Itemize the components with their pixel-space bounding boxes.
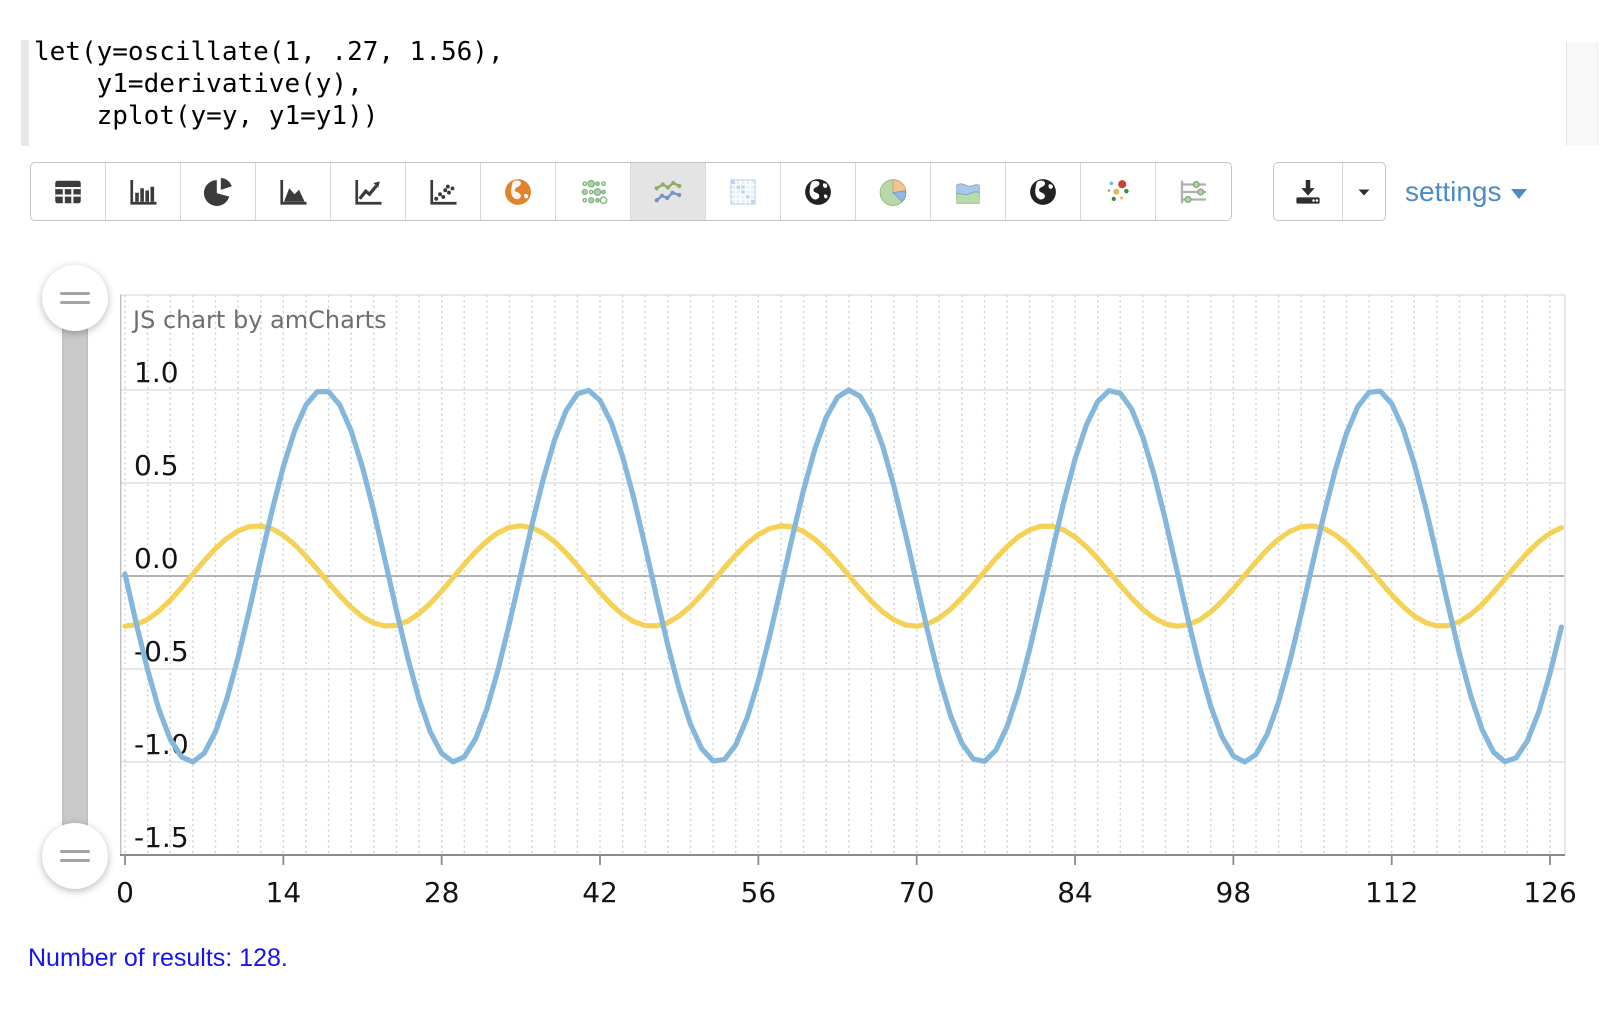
results-count: Number of results: 128.	[28, 944, 288, 972]
line-chart-icon	[355, 179, 382, 205]
chart-type-toolbar	[30, 162, 1232, 221]
stacked-area-chart-icon	[956, 182, 980, 204]
toolbar-button-line-chart[interactable]	[331, 163, 406, 220]
toolbar-button-heatmap[interactable]	[706, 163, 781, 220]
caret-down-icon	[1358, 189, 1370, 195]
toolbar-button-map[interactable]	[481, 163, 556, 220]
y-tick-label: -1.5	[134, 821, 189, 854]
globe-alt-icon	[1030, 178, 1056, 205]
map-globe-orange-icon	[505, 178, 531, 205]
x-tick-label: 70	[899, 876, 935, 909]
toolbar-button-scatter-plot[interactable]	[406, 163, 481, 220]
scrollbar-track[interactable]	[1566, 42, 1598, 145]
toolbar-button-globe[interactable]	[781, 163, 856, 220]
x-tick-label: 98	[1216, 876, 1252, 909]
x-tick-label: 42	[582, 876, 618, 909]
pie-chart-icon	[203, 177, 232, 206]
color-pie-chart-icon	[879, 178, 907, 206]
range-slider-icon	[1180, 180, 1206, 203]
editor-gutter-bar	[21, 40, 29, 146]
table-icon	[55, 180, 81, 203]
toolbar-button-bubble-scatter[interactable]	[1081, 163, 1156, 220]
download-icon	[1296, 179, 1320, 204]
chart-plot[interactable]: 0 14 28 42 56 70 84 98 112 1261.00.50.0-0.5-1.0-1…	[116, 290, 1577, 915]
settings-button[interactable]: settings	[1405, 162, 1527, 221]
area-chart-icon	[280, 179, 307, 205]
toolbar-button-stacked-area-chart[interactable]	[931, 163, 1006, 220]
x-tick-label: 126	[1523, 876, 1576, 909]
settings-label: settings	[1405, 175, 1502, 207]
x-tick-label: 14	[266, 876, 302, 909]
globe-icon	[805, 178, 831, 205]
x-tick-label: 112	[1365, 876, 1418, 909]
multi-line-chart-icon	[654, 180, 682, 202]
drag-handle-icon	[60, 292, 90, 304]
code-block[interactable]: let(y=oscillate(1, .27, 1.56), y1=deriva…	[34, 37, 504, 131]
caret-down-icon	[1510, 188, 1527, 199]
toolbar-button-table[interactable]	[31, 163, 106, 220]
toolbar-button-color-pie-chart[interactable]	[856, 163, 931, 220]
toolbar-button-bar-chart[interactable]	[106, 163, 181, 220]
zoom-slider-track[interactable]	[62, 296, 88, 856]
x-tick-label: 84	[1057, 876, 1093, 909]
scatter-plot-icon	[430, 179, 457, 205]
toolbar-button-bubble-grid[interactable]	[556, 163, 631, 220]
toolbar-button-range-slider[interactable]	[1156, 163, 1231, 220]
y-tick-label: 1.0	[134, 356, 179, 389]
heatmap-icon	[730, 178, 756, 205]
zoom-slider-handle-bottom[interactable]	[42, 823, 108, 889]
y-tick-label: 0.0	[134, 542, 179, 575]
toolbar-button-area-chart[interactable]	[256, 163, 331, 220]
x-tick-label: 56	[741, 876, 777, 909]
zoom-slider-handle-top[interactable]	[42, 265, 108, 331]
bubble-grid-icon	[581, 179, 608, 204]
toolbar-button-pie-chart[interactable]	[181, 163, 256, 220]
x-tick-label: 0	[116, 876, 134, 909]
chart-watermark: JS chart by amCharts	[133, 306, 387, 334]
download-button[interactable]	[1274, 163, 1343, 220]
series-y-line	[122, 387, 1565, 765]
toolbar-button-multi-line-chart[interactable]	[631, 163, 706, 220]
drag-handle-icon	[60, 850, 90, 862]
x-tick-label: 28	[424, 876, 460, 909]
y-tick-label: 0.5	[134, 449, 179, 482]
toolbar-button-globe-alt[interactable]	[1006, 163, 1081, 220]
download-options-button[interactable]	[1343, 163, 1385, 220]
download-group	[1273, 162, 1386, 221]
bubble-scatter-icon	[1107, 179, 1129, 201]
bar-chart-icon	[130, 179, 157, 205]
